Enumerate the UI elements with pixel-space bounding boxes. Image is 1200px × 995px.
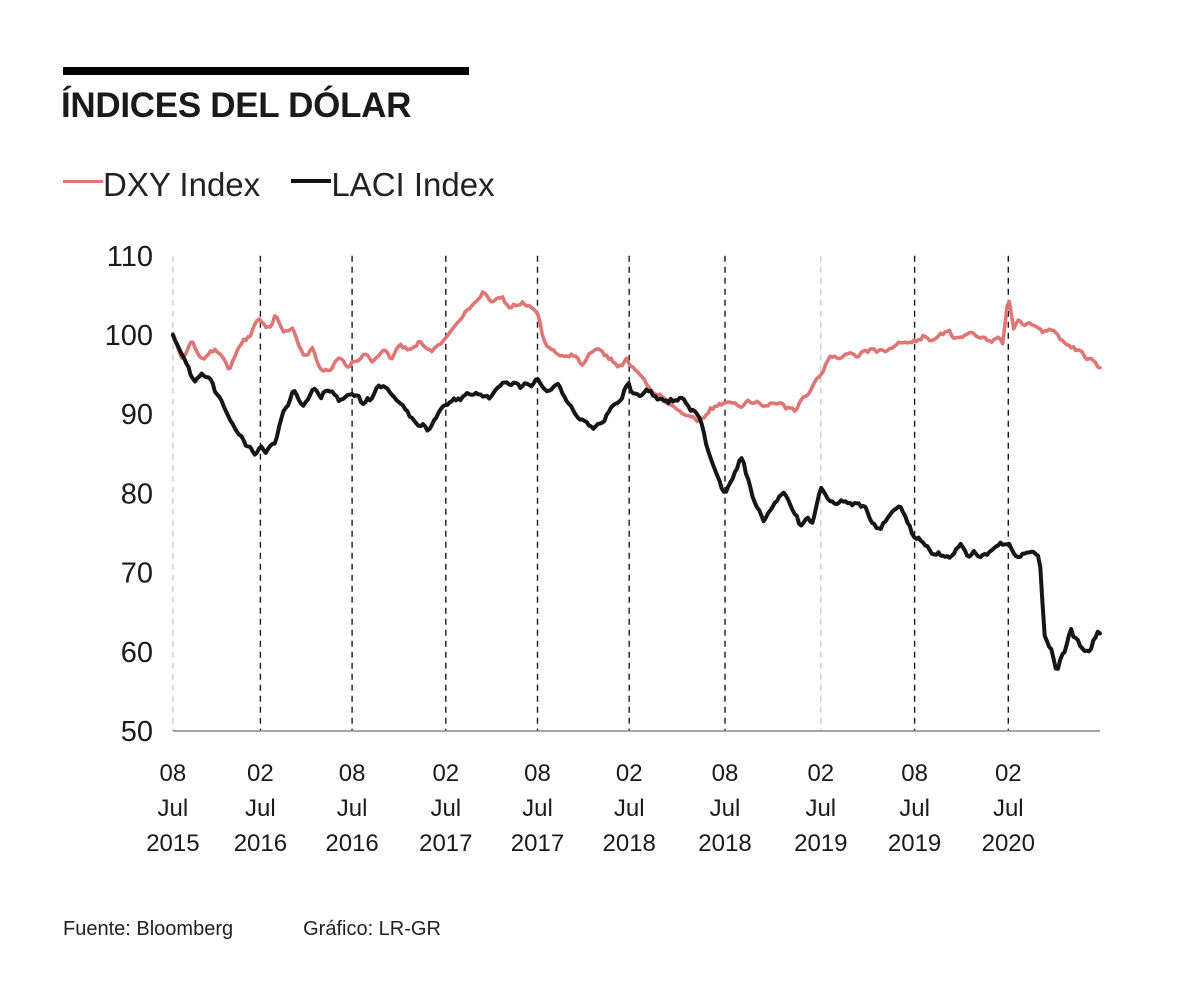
svg-text:Jul: Jul	[522, 795, 553, 822]
svg-text:Jul: Jul	[158, 795, 189, 822]
svg-text:Jul: Jul	[430, 795, 461, 822]
svg-text:Jul: Jul	[245, 795, 276, 822]
svg-text:Jul: Jul	[337, 795, 368, 822]
svg-text:2018: 2018	[603, 830, 656, 857]
svg-text:02: 02	[616, 760, 643, 787]
svg-text:Jul: Jul	[805, 795, 836, 822]
svg-text:2017: 2017	[511, 830, 564, 857]
svg-text:110: 110	[107, 241, 153, 273]
svg-text:50: 50	[121, 716, 153, 748]
svg-text:08: 08	[712, 760, 739, 787]
svg-text:02: 02	[432, 760, 459, 787]
svg-text:08: 08	[901, 760, 928, 787]
svg-text:2016: 2016	[234, 830, 287, 857]
svg-text:08: 08	[339, 760, 366, 787]
svg-text:02: 02	[995, 760, 1022, 787]
svg-text:60: 60	[121, 637, 153, 669]
svg-text:02: 02	[807, 760, 834, 787]
svg-text:70: 70	[121, 558, 153, 590]
svg-text:08: 08	[524, 760, 551, 787]
svg-text:2019: 2019	[794, 830, 847, 857]
svg-text:80: 80	[121, 478, 153, 510]
svg-text:Jul: Jul	[614, 795, 645, 822]
svg-text:2016: 2016	[325, 830, 378, 857]
svg-text:2018: 2018	[698, 830, 751, 857]
svg-text:2015: 2015	[146, 830, 199, 857]
svg-text:2020: 2020	[982, 830, 1035, 857]
svg-text:02: 02	[247, 760, 274, 787]
svg-text:Jul: Jul	[899, 795, 930, 822]
svg-text:100: 100	[105, 320, 153, 352]
svg-text:2019: 2019	[888, 830, 941, 857]
svg-text:Jul: Jul	[710, 795, 741, 822]
svg-text:08: 08	[160, 760, 187, 787]
svg-text:90: 90	[121, 399, 153, 431]
svg-text:2017: 2017	[419, 830, 472, 857]
svg-text:Jul: Jul	[993, 795, 1024, 822]
